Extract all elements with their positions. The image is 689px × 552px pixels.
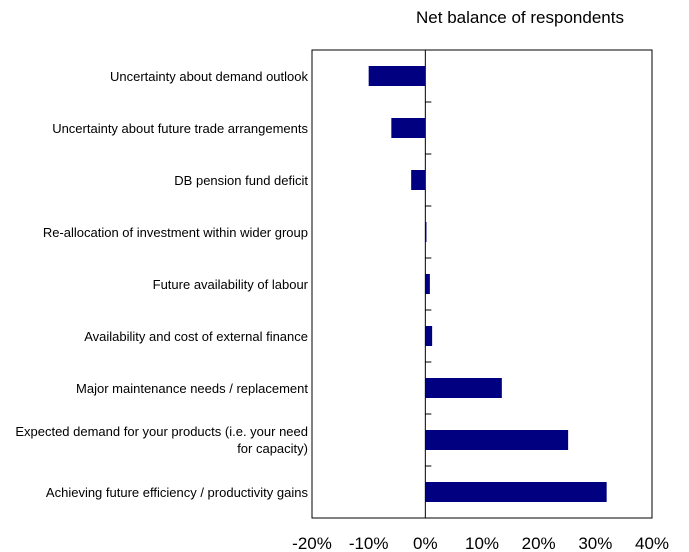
plot-frame bbox=[311, 49, 653, 519]
category-label: Major maintenance needs / replacement bbox=[76, 380, 308, 396]
category-label: DB pension fund deficit bbox=[174, 172, 308, 188]
chart-title: Net balance of respondents bbox=[416, 8, 624, 27]
x-tick-label: -20% bbox=[292, 534, 332, 552]
category-label: Re-allocation of investment within wider… bbox=[42, 224, 308, 240]
x-tick-label: 40% bbox=[635, 534, 669, 552]
x-tick-label: 0% bbox=[413, 534, 438, 552]
bar bbox=[391, 118, 426, 138]
bar bbox=[411, 170, 426, 190]
x-tick-label: 20% bbox=[522, 534, 556, 552]
bar bbox=[425, 274, 430, 294]
bar bbox=[425, 326, 433, 346]
bar bbox=[425, 430, 569, 450]
x-tick-label: -10% bbox=[349, 534, 389, 552]
bar bbox=[425, 222, 427, 242]
bar bbox=[368, 66, 426, 86]
category-label: Achieving future efficiency / productivi… bbox=[45, 484, 308, 500]
category-label: Availability and cost of external financ… bbox=[84, 328, 308, 344]
x-tick-label: 10% bbox=[465, 534, 499, 552]
category-label: Expected demand for your products (i.e. … bbox=[15, 424, 308, 456]
x-tick-label: 30% bbox=[578, 534, 612, 552]
category-label: Uncertainty about demand outlook bbox=[109, 68, 308, 84]
category-label: Uncertainty about future trade arrangeme… bbox=[52, 120, 308, 136]
bar bbox=[425, 482, 607, 502]
bar bbox=[425, 378, 502, 398]
category-label: Future availability of labour bbox=[152, 276, 308, 292]
